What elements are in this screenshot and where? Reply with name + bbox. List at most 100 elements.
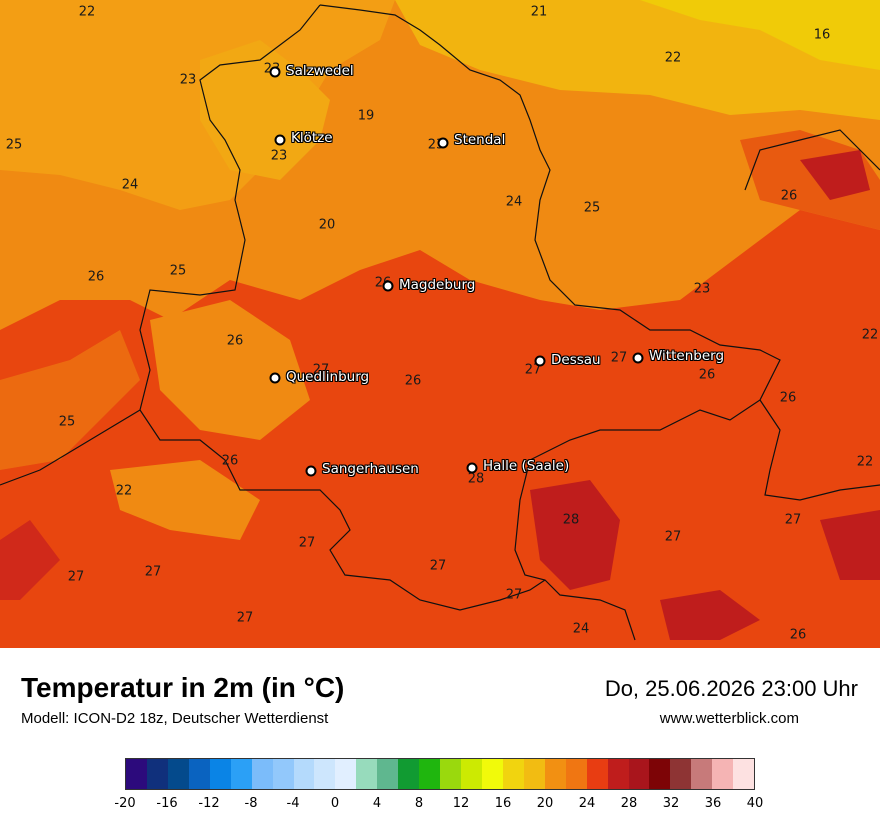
legend-tick-label: 16 xyxy=(494,796,512,811)
temperature-value: 27 xyxy=(144,564,162,580)
temperature-value: 27 xyxy=(429,558,447,574)
website-link[interactable]: www.wetterblick.com xyxy=(659,710,799,727)
city-label-dessau: Dessau xyxy=(551,352,601,368)
temperature-value: 20 xyxy=(318,217,336,233)
city-label-stendal: Stendal xyxy=(454,132,506,148)
temperature-value: 22 xyxy=(856,454,874,470)
legend-tick-label: -16 xyxy=(156,796,178,811)
field-hotspot-3 xyxy=(820,510,880,580)
legend-swatch xyxy=(398,759,420,789)
city-label-quedlinburg: Quedlinburg xyxy=(286,369,370,385)
legend-tick-label: -4 xyxy=(286,796,300,811)
legend-swatch xyxy=(377,759,399,789)
temperature-value: 28 xyxy=(562,512,580,528)
city-marker-sangerhausen xyxy=(305,465,317,477)
temperature-value: 27 xyxy=(67,569,85,585)
legend-tick-label: -20 xyxy=(114,796,136,811)
legend-tick-label: 40 xyxy=(746,796,764,811)
temperature-value: 23 xyxy=(270,148,288,164)
temperature-value: 27 xyxy=(505,587,523,603)
temperature-value: 16 xyxy=(813,27,831,43)
city-marker-dessau xyxy=(534,355,546,367)
legend-tick-label: 32 xyxy=(662,796,680,811)
field-hotspot-4 xyxy=(660,590,760,640)
forecast-datetime: Do, 25.06.2026 23:00 Uhr xyxy=(604,676,858,701)
temperature-value: 22 xyxy=(861,327,879,343)
temperature-value: 23 xyxy=(179,72,197,88)
city-marker-wittenberg xyxy=(632,352,644,364)
temperature-value: 25 xyxy=(583,200,601,216)
temperature-map xyxy=(0,0,880,648)
legend-swatch xyxy=(209,759,231,789)
city-label-kloetze: Klötze xyxy=(291,130,333,146)
map-title: Temperatur in 2m (in °C) xyxy=(21,672,345,703)
field-hotspot-1 xyxy=(530,480,620,590)
field-north-east xyxy=(395,0,880,120)
legend-swatch xyxy=(502,759,524,789)
legend-swatch xyxy=(565,759,587,789)
legend-tick-label: -8 xyxy=(244,796,258,811)
field-north-east-yellow xyxy=(640,0,880,70)
city-label-wittenberg: Wittenberg xyxy=(649,348,725,364)
legend-swatch xyxy=(230,759,252,789)
legend-tick-label: 24 xyxy=(578,796,596,811)
city-marker-salzwedel xyxy=(269,66,281,78)
city-marker-magdeburg xyxy=(382,280,394,292)
temperature-value: 27 xyxy=(236,610,254,626)
temperature-value: 26 xyxy=(779,390,797,406)
legend-swatch xyxy=(293,759,315,789)
legend-tick-label: 8 xyxy=(414,796,424,811)
state-borders xyxy=(0,4,880,641)
city-marker-stendal xyxy=(437,137,449,149)
legend-swatch xyxy=(670,759,692,789)
legend-tick-label: 20 xyxy=(536,796,554,811)
legend-swatch xyxy=(544,759,566,789)
field-hotspot-5 xyxy=(0,520,60,600)
temperature-value: 25 xyxy=(58,414,76,430)
legend-tick-label: 12 xyxy=(452,796,470,811)
temperature-value: 24 xyxy=(572,621,590,637)
temperature-value: 27 xyxy=(298,535,316,551)
temperature-value: 23 xyxy=(693,281,711,297)
legend-swatch xyxy=(314,759,336,789)
temperature-value: 22 xyxy=(664,50,682,66)
legend-swatch xyxy=(523,759,545,789)
temperature-value: 25 xyxy=(169,263,187,279)
temperature-value: 22 xyxy=(78,4,96,20)
legend-swatch xyxy=(126,759,147,789)
temperature-value: 26 xyxy=(226,333,244,349)
temperature-value: 26 xyxy=(789,627,807,643)
field-patch-4 xyxy=(110,460,260,540)
temperature-value: 27 xyxy=(784,512,802,528)
field-hotspot-2 xyxy=(800,150,870,200)
temperature-value: 21 xyxy=(530,4,548,20)
legend-swatch xyxy=(356,759,378,789)
legend-swatch xyxy=(146,759,168,789)
legend-tick-label: -12 xyxy=(198,796,220,811)
city-label-salzwedel: Salzwedel xyxy=(286,63,354,79)
legend-swatch xyxy=(440,759,461,789)
temperature-value: 24 xyxy=(121,177,139,193)
legend-swatch xyxy=(649,759,671,789)
temperature-value: 24 xyxy=(505,194,523,210)
temperature-value: 27 xyxy=(610,350,628,366)
legend-swatch xyxy=(586,759,608,789)
legend-swatch xyxy=(712,759,734,789)
temperature-value: 26 xyxy=(698,367,716,383)
field-north-west xyxy=(0,0,395,210)
city-marker-quedlinburg xyxy=(269,372,281,384)
legend-tick-label: 36 xyxy=(704,796,722,811)
legend-swatch xyxy=(167,759,189,789)
temperature-value: 26 xyxy=(780,188,798,204)
legend-swatch xyxy=(272,759,294,789)
field-patch-1 xyxy=(200,40,330,180)
temperature-value: 27 xyxy=(312,362,330,378)
temperature-value: 26 xyxy=(221,453,239,469)
city-label-sangerhausen: Sangerhausen xyxy=(322,461,419,477)
city-marker-kloetze xyxy=(274,134,286,146)
city-label-halle: Halle (Saale) xyxy=(483,458,570,474)
temperature-value: 28 xyxy=(467,471,485,487)
city-marker-halle xyxy=(466,462,478,474)
legend-swatch xyxy=(481,759,503,789)
field-patch-2 xyxy=(0,330,140,470)
